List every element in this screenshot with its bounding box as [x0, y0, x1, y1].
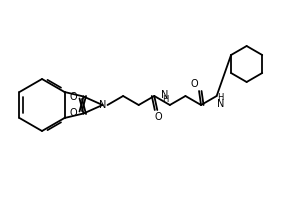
Text: O: O	[70, 108, 77, 117]
Text: H: H	[162, 96, 168, 104]
Text: O: O	[190, 79, 198, 89]
Text: O: O	[154, 112, 162, 122]
Text: N: N	[161, 90, 169, 100]
Text: N: N	[217, 99, 224, 109]
Text: H: H	[218, 94, 224, 102]
Text: O: O	[70, 92, 77, 102]
Text: N: N	[99, 100, 106, 110]
